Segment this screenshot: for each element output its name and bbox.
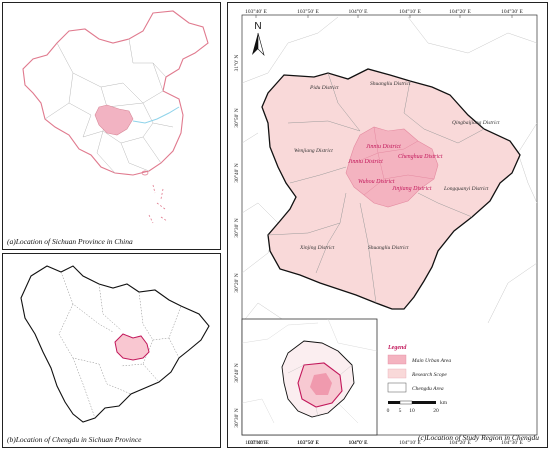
china-outline [22, 10, 209, 176]
left-tick-4: 30°20' N [233, 273, 240, 293]
top-tick-1: 103°50' E [297, 8, 319, 15]
scale-label-2: 10 [409, 408, 415, 414]
label-urban-wuhou: Wuhou District [358, 179, 395, 185]
left-ticks: 31°0' N 30°50' N 30°40' N 30°30' N 30°20… [233, 55, 240, 293]
legend-swatch-urban [387, 354, 407, 365]
north-arrow: N [252, 21, 265, 57]
north-arrow-left [252, 33, 258, 55]
inset-ticks: 103°40' E 103°50' E 104°0' E 30°40' N 30… [233, 363, 368, 446]
inset-background-lines [241, 318, 378, 424]
top-tick-5: 104°30' E [501, 8, 523, 15]
left-tick-2: 30°40' N [233, 163, 240, 183]
label-longquanyi: Longquanyi District [443, 186, 489, 192]
chengdu-highlight [114, 333, 150, 361]
china-map-svg [22, 10, 209, 224]
sichuan-outline [20, 265, 210, 423]
bottom-tick-1: 103°50' E [297, 439, 319, 446]
scale-label-0: 0 [387, 408, 390, 414]
panel-sichuan-map: (b)Location of Chengdu in Sichuan Provin… [2, 253, 221, 448]
legend-label-research: Research Scope [411, 372, 447, 378]
label-pidu: Pidu District [309, 85, 339, 91]
north-label: N [254, 21, 261, 32]
inset-urban-area [310, 373, 332, 395]
inset-bottom-tick-2: 104°0' E [349, 439, 369, 446]
left-tick-0: 31°0' N [233, 55, 240, 72]
inset-left-tick-1: 30°30' N [233, 408, 240, 428]
bottom-tick-0: 103°40' E [245, 439, 267, 446]
label-xinjing: Xinjing District [299, 245, 335, 251]
sichuan-map-svg [20, 265, 210, 423]
legend: Legend Main Urban Area Research Scope Ch… [387, 345, 451, 393]
top-tick-4: 104°20' E [449, 8, 471, 15]
top-tick-0: 103°40' E [245, 8, 267, 15]
inset-bottom-tick-1: 103°50' E [297, 439, 319, 446]
legend-swatch-chengdu [387, 382, 407, 393]
province-lines [44, 38, 174, 174]
inset-bottom-tick-0: 103°40' E [247, 439, 269, 446]
label-urban-jinniu-2: Jinniu District [348, 159, 383, 165]
legend-label-urban: Main Urban Area [411, 358, 451, 364]
label-urban-jinjiang: Jinjiang District [392, 186, 432, 192]
label-shuangliu-north: Shuangliu District [370, 81, 411, 87]
top-tick-3: 104°10' E [399, 8, 421, 15]
caption-a: (a)Location of Sichuan Province in China [7, 237, 133, 246]
map-neatline [241, 14, 538, 436]
chengdu-map-svg: 103°40' E 103°50' E 104°0' E 104°10' E 1… [233, 8, 538, 446]
south-sea-islands [148, 184, 168, 224]
yangtze-river [132, 106, 180, 124]
background-boundaries [241, 16, 538, 324]
main-urban-area [345, 126, 439, 208]
bottom-tick-4: 104°20' E [449, 439, 471, 446]
bottom-tick-2: 104°0' E [349, 439, 369, 446]
label-urban-jinniu: Jinniu District [366, 144, 401, 150]
inset-left-tick-0: 30°40' N [233, 363, 240, 383]
north-arrow-right [257, 32, 265, 57]
scale-label-1: 5 [399, 408, 402, 414]
legend-label-chengdu: Chengdu Area [412, 386, 444, 392]
label-shuangliu-south: Shuangliu District [368, 245, 409, 251]
label-wenjiang: Wenjiang District [294, 148, 333, 154]
inset-map [241, 318, 378, 424]
caption-c: (c)Location of Study Region in Chengdu [417, 433, 539, 442]
bottom-tick-3: 104°10' E [399, 439, 421, 446]
urban-district-lines [353, 126, 435, 196]
bottom-tick-5: 104°30' E [501, 439, 523, 446]
panel-chengdu-map: 103°40' E 103°50' E 104°0' E 104°10' E 1… [227, 2, 548, 448]
bottom-ticks: 103°40' E 103°50' E 104°0' E 104°10' E 1… [245, 439, 523, 446]
label-urban-chenghua: Chenghua District [398, 154, 443, 160]
left-tick-3: 30°30' N [233, 218, 240, 238]
sichuan-highlight [94, 104, 134, 136]
left-tick-1: 30°50' N [233, 108, 240, 128]
scale-unit: km [440, 400, 448, 406]
top-tick-2: 104°0' E [349, 8, 369, 15]
hainan-island [141, 170, 149, 176]
caption-b: (b)Location of Chengdu in Sichuan Provin… [7, 435, 142, 444]
panel-china-map: (a)Location of Sichuan Province in China [2, 2, 221, 250]
legend-swatch-research [387, 368, 407, 379]
scale-label-3: 20 [433, 408, 439, 414]
label-qingbaijiang: Qingbaijiang District [452, 120, 500, 126]
top-ticks: 103°40' E 103°50' E 104°0' E 104°10' E 1… [245, 8, 523, 18]
district-lines [267, 72, 485, 304]
prefecture-lines [58, 271, 182, 419]
legend-title: Legend [387, 345, 407, 351]
scale-bar: 0 5 10 20 km [387, 400, 448, 414]
